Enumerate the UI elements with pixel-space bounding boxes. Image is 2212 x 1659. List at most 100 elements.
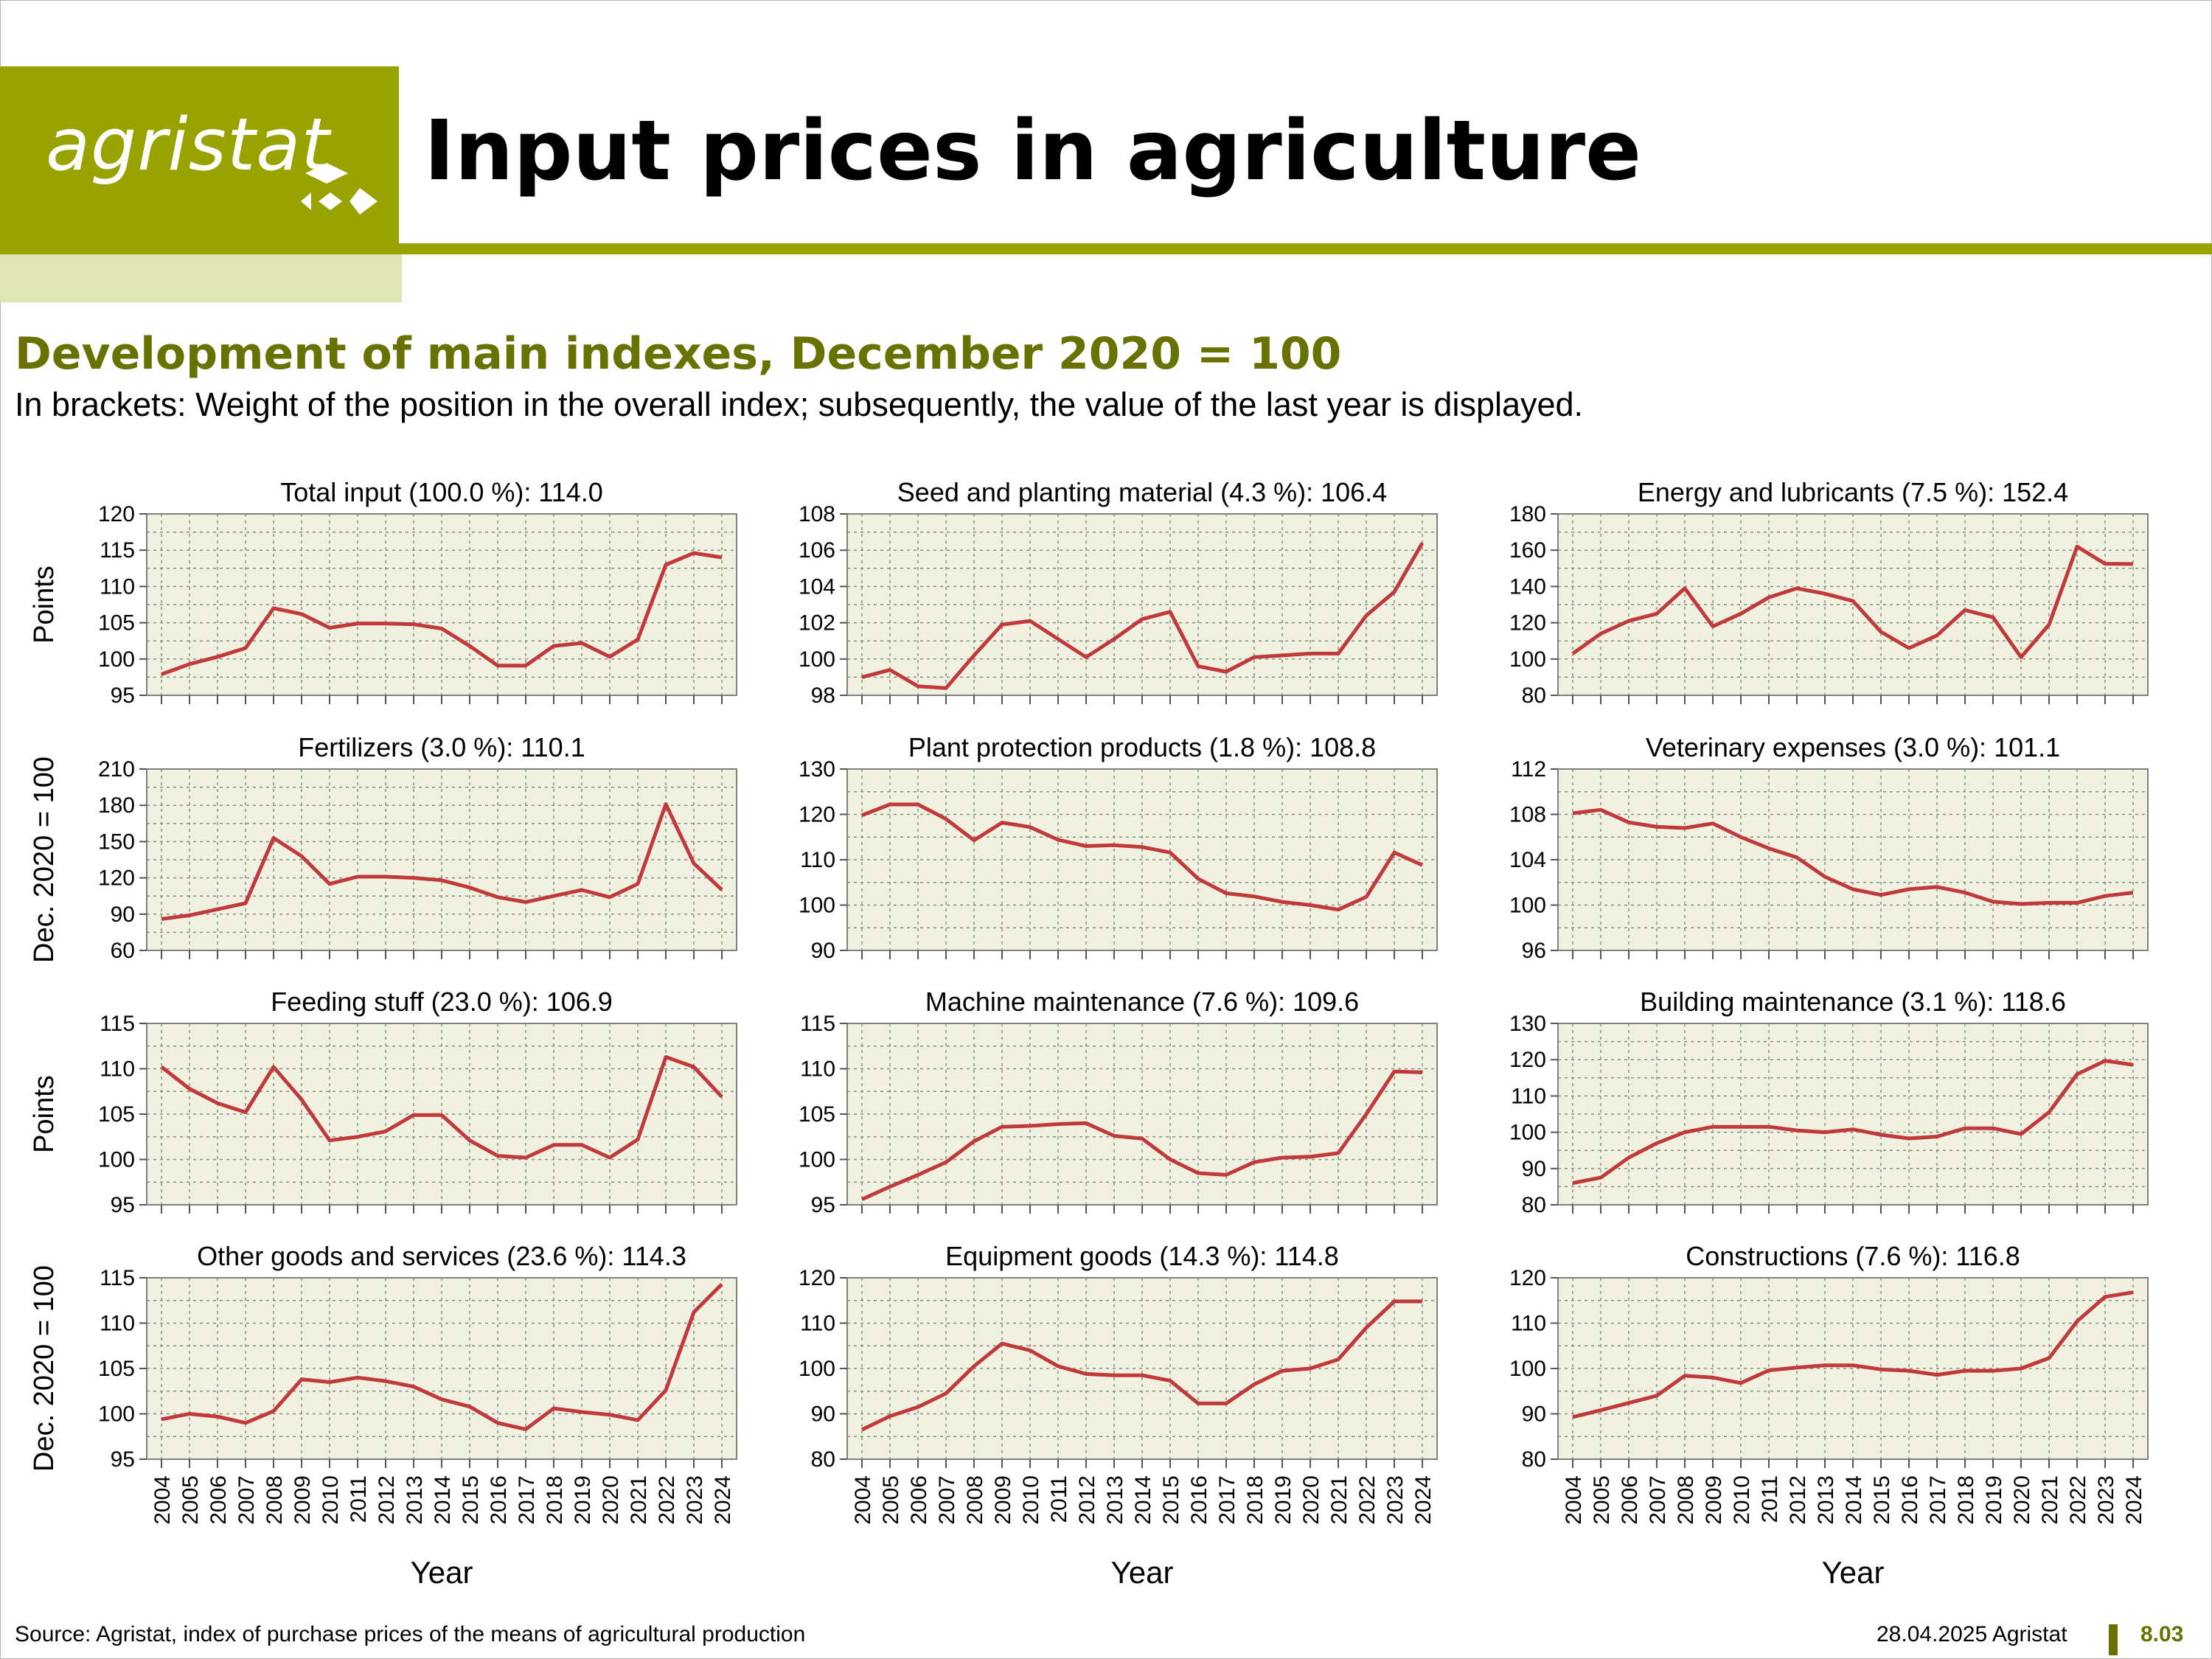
y-tick-label: 90 [811,939,835,963]
x-tick-label: 2023 [2094,1475,2118,1525]
y-axis-label: Points [29,1075,60,1153]
x-tick-label: 2013 [1814,1475,1838,1525]
x-tick-label: 2021 [627,1475,651,1525]
y-tick-label: 102 [799,611,835,636]
y-tick-label: 80 [1522,1193,1546,1217]
x-tick-label: 2022 [1355,1475,1380,1525]
y-tick-label: 108 [799,502,835,526]
chart-panel: 95 100 105 110 115 Machine maintenance (7.6 %… [799,987,1438,1217]
x-tick-label: 2020 [599,1475,623,1525]
y-tick-label: 80 [1522,684,1546,708]
chart-panel: 98 100 102 104 106 108 Seed and planting mater… [799,477,1438,708]
series-line [1572,807,2134,906]
y-tick-label: 105 [98,1102,135,1127]
x-tick-label: 2012 [1786,1475,1810,1525]
y-tick-label: 110 [800,848,835,872]
y-tick-label: 115 [100,1012,135,1036]
y-tick-label: 95 [811,1193,835,1217]
y-tick-label: 100 [799,647,835,672]
x-tick-label: 2005 [879,1475,903,1525]
x-tick-label: 2017 [515,1475,539,1525]
y-tick-label: 140 [1509,574,1546,599]
x-tick-label: 2004 [150,1475,175,1525]
x-tick-label: 2006 [907,1475,931,1525]
x-tick-label: 2024 [2122,1475,2146,1525]
x-tick-label: 2009 [1702,1475,1726,1525]
y-tick-label: 100 [799,1148,835,1172]
y-tick-label: 108 [1509,803,1546,827]
panel-title: Veterinary expenses (3.0 %): 101.1 [1646,732,2060,762]
y-tick-label: 110 [1511,1312,1546,1336]
panel-title: Equipment goods (14.3 %): 114.8 [945,1241,1339,1271]
footer-source: Source: Agristat, index of purchase pric… [15,1622,806,1646]
x-tick-label: 2022 [655,1475,679,1525]
x-tick-label: 2022 [2066,1475,2090,1525]
x-tick-label: 2020 [2010,1475,2034,1525]
x-tick-label: 2017 [1926,1475,1950,1525]
x-tick-label: 2008 [262,1475,287,1525]
footer-page-number: 8.03 [2140,1622,2184,1646]
x-tick-label: 2014 [1842,1475,1866,1525]
x-tick-label: 2010 [1019,1475,1043,1525]
x-tick-label: 2020 [1299,1475,1324,1525]
y-tick-label: 180 [1509,502,1546,526]
y-tick-label: 120 [799,1266,835,1290]
x-tick-label: 2011 [347,1475,371,1523]
series-line [161,802,723,921]
panel-title: Building maintenance (3.1 %): 118.6 [1640,987,2066,1017]
logo-box [0,66,399,254]
y-tick-label: 100 [1509,1357,1546,1381]
x-tick-label: 2019 [1271,1475,1295,1525]
y-tick-label: 90 [111,902,135,927]
x-tick-label: 2015 [1870,1475,1894,1525]
x-tick-label: 2014 [431,1475,455,1525]
x-tick-label: 2021 [1327,1475,1352,1525]
y-tick-label: 110 [800,1312,835,1336]
x-tick-label: 2007 [1646,1475,1670,1525]
chart-grid: 95 100 105 110 115 120 Total input (100.0 %): … [29,477,2149,1590]
y-tick-label: 150 [98,830,135,854]
y-tick-label: 120 [98,502,135,526]
x-tick-label: 2009 [991,1475,1015,1525]
y-tick-label: 100 [1509,647,1546,672]
y-tick-label: 80 [1522,1447,1546,1472]
x-tick-label: 2008 [963,1475,987,1525]
y-tick-label: 120 [799,803,835,827]
y-tick-label: 120 [1509,1266,1546,1290]
chart-panel: 95 100 105 110 115 Feeding stuff (23.0 %): 10… [98,987,737,1217]
y-tick-label: 100 [98,1402,135,1427]
page-title: Input prices in agriculture [424,103,1642,199]
chart-panel: 90 100 110 120 130 Plant protection products … [799,732,1438,963]
x-tick-label: 2018 [1243,1475,1267,1525]
y-tick-label: 120 [1509,611,1546,636]
series-line [861,802,1424,912]
y-tick-label: 105 [98,611,135,636]
y-tick-label: 180 [98,793,135,818]
y-tick-label: 106 [799,538,835,563]
panel-title: Feeding stuff (23.0 %): 106.9 [271,987,613,1017]
y-tick-label: 120 [1509,1048,1546,1072]
y-tick-label: 105 [98,1357,135,1381]
x-tick-label: 2011 [1047,1475,1071,1523]
y-tick-label: 120 [98,866,135,891]
x-tick-label: 2004 [1562,1475,1586,1525]
y-tick-label: 100 [98,647,135,672]
panel-title: Fertilizers (3.0 %): 110.1 [298,732,585,762]
y-tick-label: 100 [799,894,835,918]
panel-title: Other goods and services (23.6 %): 114.3 [197,1241,686,1271]
x-tick-label: 2019 [571,1475,595,1525]
series-line [161,551,723,676]
x-tick-label: 2012 [1075,1475,1099,1525]
y-tick-label: 130 [1509,1012,1546,1036]
x-tick-label: 2015 [1159,1475,1183,1525]
y-tick-label: 98 [811,684,835,708]
x-axis-label: Year [1822,1555,1885,1590]
y-tick-label: 95 [111,684,135,708]
y-tick-label: 104 [799,574,835,599]
y-tick-label: 90 [811,1402,835,1427]
y-tick-label: 112 [1511,757,1546,782]
y-tick-label: 110 [800,1057,835,1082]
x-tick-label: 2015 [459,1475,483,1525]
x-tick-label: 2012 [375,1475,399,1525]
